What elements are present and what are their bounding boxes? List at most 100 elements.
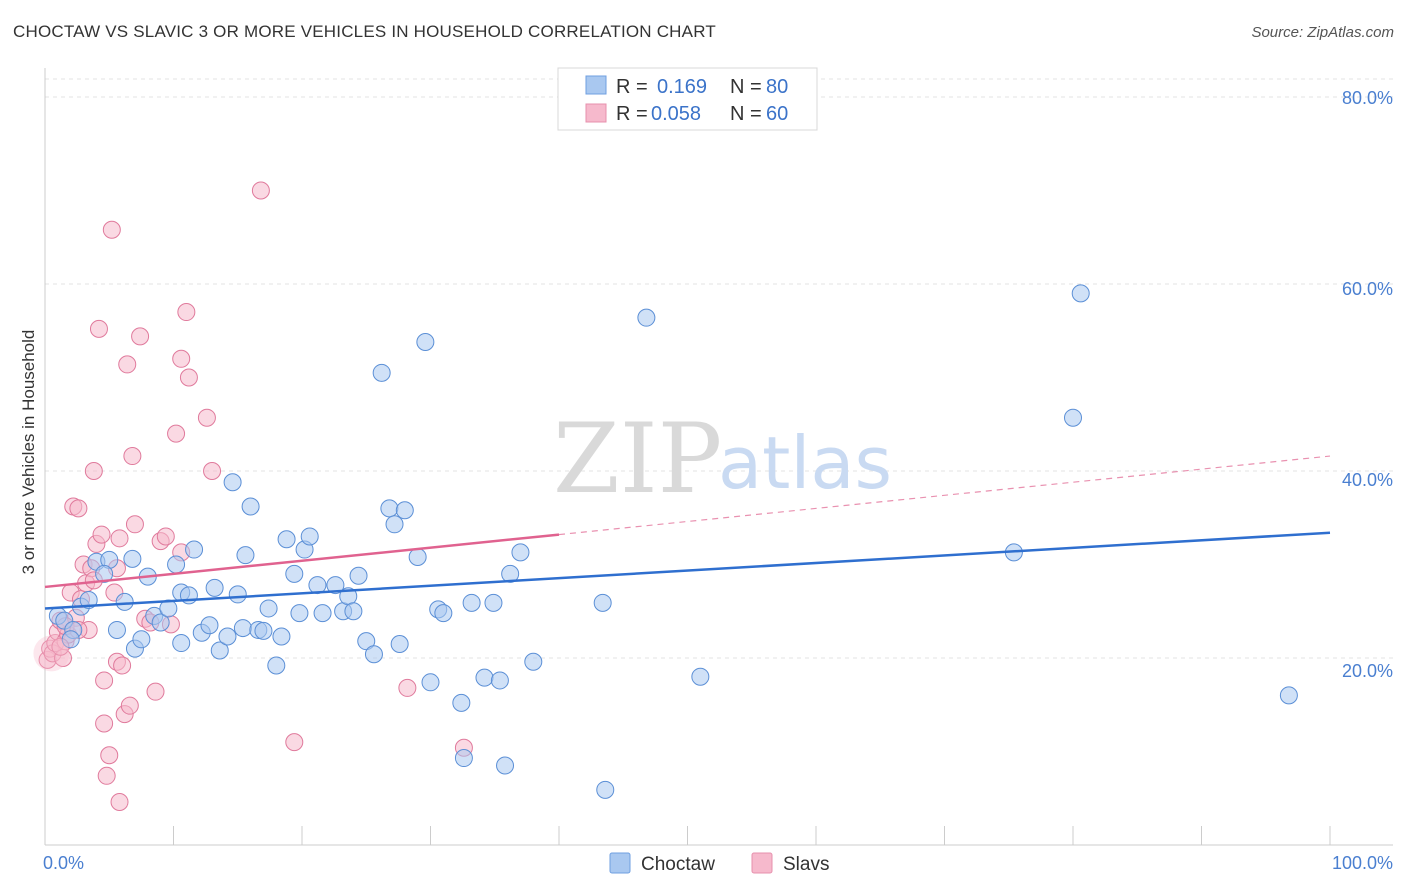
bottom-legend-swatch-slavs: [751, 852, 773, 874]
point-choctaw: [454, 749, 473, 768]
point-choctaw: [241, 497, 260, 516]
point-choctaw: [259, 599, 278, 618]
point-slavs: [97, 766, 116, 785]
trend-line-choctaw: [44, 531, 1331, 610]
legend-r-value-slavs: 0.058: [651, 103, 701, 125]
point-slavs: [110, 792, 129, 811]
y-tick-label-20: 20.0%: [1342, 661, 1393, 681]
point-choctaw: [267, 656, 286, 675]
point-choctaw: [524, 652, 543, 671]
y-tick-label-60: 60.0%: [1342, 279, 1393, 299]
point-choctaw: [593, 593, 612, 612]
point-choctaw: [210, 641, 229, 660]
point-choctaw: [390, 634, 409, 653]
point-slavs: [100, 746, 119, 765]
point-choctaw: [290, 604, 309, 623]
y-tick-label-80: 80.0%: [1342, 88, 1393, 108]
point-choctaw: [395, 501, 414, 520]
point-choctaw: [115, 592, 134, 611]
watermark-zip: ZIP: [553, 403, 722, 515]
legend-n-label-choctaw: N =: [730, 76, 762, 98]
point-choctaw: [380, 499, 399, 518]
axes: [44, 68, 1393, 846]
watermark-atlas: atlas: [718, 421, 892, 505]
point-choctaw: [372, 363, 391, 382]
point-choctaw: [1071, 284, 1090, 303]
point-slavs: [95, 714, 114, 733]
legend-n-value-slavs: 60: [766, 103, 788, 125]
source-label: Source: ZipAtlas.com: [1251, 24, 1394, 41]
point-slavs: [110, 529, 129, 548]
point-choctaw: [132, 630, 151, 649]
point-choctaw: [1064, 408, 1082, 427]
point-choctaw: [272, 627, 291, 646]
point-slavs: [177, 303, 196, 322]
point-choctaw: [385, 515, 404, 534]
point-slavs: [113, 656, 132, 675]
point-slavs: [92, 525, 111, 544]
series-legend: Choctaw Slavs: [609, 852, 829, 875]
point-choctaw: [151, 613, 170, 632]
series-slavs: [38, 181, 473, 811]
series-choctaw: [48, 284, 1298, 799]
point-slavs: [125, 515, 144, 534]
point-choctaw: [364, 645, 383, 664]
point-choctaw: [167, 555, 186, 574]
point-slavs: [95, 671, 114, 690]
legend-r-label-choctaw: R =: [616, 76, 648, 98]
legend-r-value-choctaw: 0.169: [657, 76, 707, 98]
point-choctaw: [637, 308, 656, 327]
point-slavs: [146, 682, 165, 701]
point-choctaw: [185, 540, 204, 559]
data-points: [33, 181, 1298, 811]
watermark: ZIP atlas: [553, 403, 892, 515]
point-choctaw: [200, 616, 219, 635]
correlation-legend: R = 0.169 N = 80 R = 0.058 N = 60: [557, 67, 818, 131]
legend-r-label-slavs: R =: [616, 103, 648, 125]
point-choctaw: [61, 630, 80, 649]
trend-line-slavs: [44, 533, 560, 589]
point-choctaw: [107, 620, 126, 639]
point-slavs: [102, 220, 121, 239]
point-choctaw: [228, 585, 247, 604]
legend-swatch-choctaw: [585, 75, 607, 95]
grid-lines: [45, 78, 1393, 659]
point-choctaw: [277, 530, 296, 549]
point-choctaw: [218, 627, 237, 646]
point-slavs: [285, 733, 304, 752]
point-slavs: [69, 499, 88, 518]
point-choctaw: [285, 564, 304, 583]
point-slavs: [120, 696, 139, 715]
point-slavs: [84, 462, 103, 480]
point-slavs: [89, 319, 108, 338]
point-choctaw: [596, 780, 615, 799]
point-choctaw: [511, 543, 530, 562]
point-choctaw: [490, 671, 509, 690]
bottom-legend-swatch-choctaw: [609, 852, 631, 874]
point-slavs-cluster: [33, 635, 70, 672]
point-slavs: [123, 447, 142, 466]
bottom-legend-label-choctaw: Choctaw: [641, 854, 715, 875]
point-choctaw: [484, 593, 503, 612]
point-choctaw: [408, 548, 427, 567]
point-choctaw: [205, 578, 224, 597]
trend-lines: [44, 455, 1331, 610]
point-choctaw: [79, 591, 98, 610]
point-choctaw: [95, 564, 114, 583]
point-choctaw: [475, 668, 494, 687]
point-choctaw: [233, 619, 252, 638]
point-slavs: [131, 327, 150, 346]
point-slavs: [398, 678, 417, 697]
point-slavs: [172, 349, 191, 368]
x-tick-label-min: 0.0%: [43, 853, 84, 873]
point-slavs: [156, 527, 175, 546]
point-choctaw: [300, 527, 319, 546]
bottom-legend-label-slavs: Slavs: [783, 854, 829, 875]
point-choctaw: [434, 604, 453, 623]
point-choctaw: [452, 693, 471, 712]
point-choctaw: [349, 566, 368, 585]
point-slavs: [179, 368, 198, 387]
point-choctaw: [326, 576, 345, 595]
point-choctaw: [462, 593, 481, 612]
